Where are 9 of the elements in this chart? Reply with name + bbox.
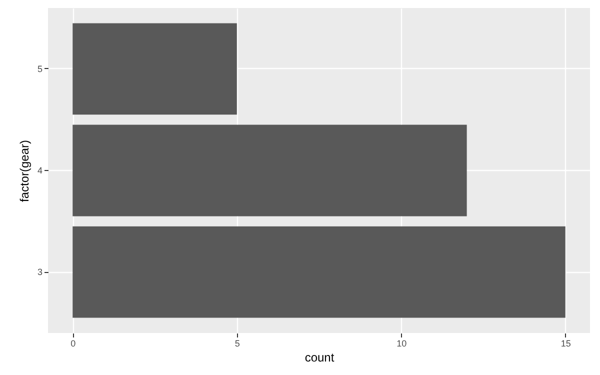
y-axis-title: factor(gear) <box>17 140 32 202</box>
x-axis-title: count <box>304 350 335 364</box>
x-tick-label: 10 <box>396 338 407 348</box>
y-tick-label: 4 <box>37 166 42 176</box>
y-tick-label: 5 <box>37 64 42 74</box>
y-tick-label: 3 <box>37 267 42 278</box>
x-tick-label: 5 <box>234 338 240 348</box>
x-tick-label: 0 <box>70 338 76 348</box>
x-tick-label: 15 <box>560 338 571 348</box>
